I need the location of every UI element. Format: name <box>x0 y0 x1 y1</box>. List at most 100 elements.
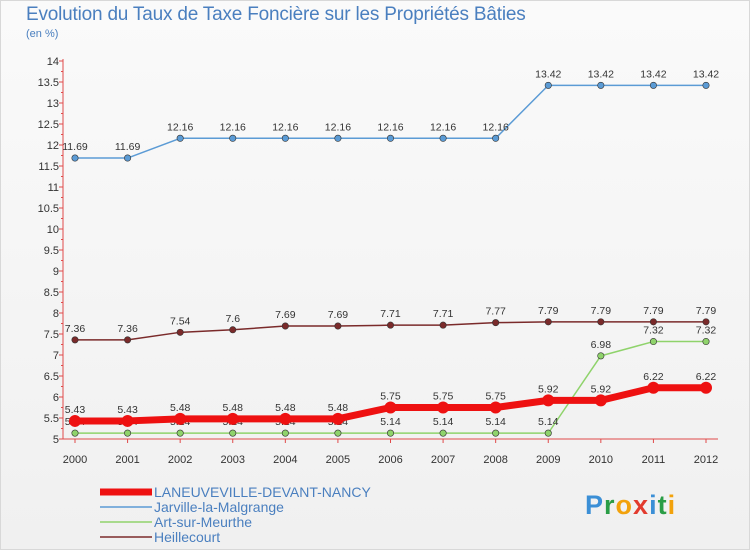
data-point <box>334 134 342 142</box>
data-label: 5.92 <box>591 383 612 395</box>
logo-letter: i <box>649 490 658 520</box>
legend-item: LANEUVEVILLE-DEVANT-NANCY <box>100 484 371 500</box>
x-tick-label: 2012 <box>694 454 718 466</box>
legend-item: Art-sur-Meurthe <box>100 514 252 530</box>
legend-label: Jarville-la-Malgrange <box>154 499 284 515</box>
y-tick-label: 5 <box>53 434 59 446</box>
y-tick-label: 8 <box>53 308 59 320</box>
data-label: 5.92 <box>538 383 559 395</box>
data-label: 5.14 <box>380 416 401 428</box>
series-jarville-la-malgrange: 11.69 11.69 12.16 12.16 12.16 12.16 12.16 12.16… <box>62 68 719 162</box>
data-point <box>229 326 237 334</box>
data-label: 7.77 <box>485 306 506 318</box>
logo-letter: t <box>657 490 668 520</box>
x-tick-label: 2006 <box>378 454 402 466</box>
legend-item: Heillecourt <box>100 529 220 545</box>
data-point <box>597 352 605 360</box>
y-tick-label: 7 <box>53 350 59 362</box>
data-label: 6.98 <box>591 339 612 351</box>
x-tick-label: 2001 <box>115 454 139 466</box>
logo-letter: o <box>615 490 634 520</box>
x-tick-label: 2011 <box>642 454 666 466</box>
axes: 5 5.5 6 6.5 7 7.5 8 8.5 9 9.5 10 10.5 11 11.5 12 12.5 13… <box>38 56 719 466</box>
series-laneuveville-devant-nancy: 5.43 5.43 5.48 5.48 5.48 5.48 5.75 5.75 5.75 5.92… <box>65 371 716 427</box>
data-point <box>281 429 289 437</box>
y-unit-label: (en %) <box>26 28 59 40</box>
data-point <box>439 321 447 329</box>
data-label: 5.75 <box>433 391 454 403</box>
data-point <box>702 318 710 326</box>
data-point <box>124 154 132 162</box>
legend-label: LANEUVEVILLE-DEVANT-NANCY <box>154 484 371 500</box>
y-tick-label: 12 <box>47 140 59 152</box>
data-point <box>702 81 710 89</box>
data-point <box>176 429 184 437</box>
legend-item: Jarville-la-Malgrange <box>100 499 284 515</box>
data-label: 7.32 <box>643 325 664 337</box>
logo-letter: P <box>585 490 605 520</box>
x-tick-label: 2007 <box>431 454 455 466</box>
data-point <box>174 412 187 425</box>
data-label: 13.42 <box>640 68 666 80</box>
data-label: 12.16 <box>272 121 298 133</box>
series-group: 11.69 11.69 12.16 12.16 12.16 12.16 12.16 12.16… <box>62 68 719 437</box>
x-tick-label: 2003 <box>221 454 245 466</box>
legend: LANEUVEVILLE-DEVANT-NANCYJarville-la-Mal… <box>100 484 371 545</box>
data-point <box>124 429 132 437</box>
data-label: 7.71 <box>433 308 454 320</box>
y-tick-label: 8.5 <box>44 287 59 299</box>
y-tick-label: 10 <box>47 224 59 236</box>
data-label: 12.16 <box>325 121 351 133</box>
data-point <box>71 154 79 162</box>
data-point <box>489 401 502 414</box>
y-tick-label: 11.5 <box>38 161 59 173</box>
data-point <box>700 381 712 394</box>
y-tick-label: 7.5 <box>44 329 59 341</box>
data-point <box>439 134 447 142</box>
data-point <box>334 429 342 437</box>
data-point <box>386 134 394 142</box>
y-tick-label: 9.5 <box>44 245 59 257</box>
data-label: 12.16 <box>483 121 509 133</box>
y-tick-label: 13.5 <box>38 77 59 89</box>
data-point <box>647 381 660 394</box>
data-label: 11.69 <box>115 141 141 153</box>
data-point <box>492 319 500 327</box>
data-label: 12.16 <box>430 121 456 133</box>
data-label: 5.14 <box>485 416 506 428</box>
data-label: 11.69 <box>62 141 88 153</box>
logo-letter: i <box>667 490 677 520</box>
y-tick-label: 12.5 <box>38 119 59 131</box>
data-label: 5.48 <box>328 402 349 414</box>
data-point <box>544 429 552 437</box>
data-label: 5.75 <box>380 391 401 403</box>
y-tick-label: 9 <box>53 266 59 278</box>
data-label: 7.36 <box>117 323 138 335</box>
data-label: 13.42 <box>588 68 614 80</box>
data-point <box>124 336 132 344</box>
data-label: 6.22 <box>643 371 664 383</box>
logo-letter: r <box>604 490 616 520</box>
data-point <box>281 134 289 142</box>
proxiti-logo: Proxiti <box>585 490 676 521</box>
y-tick-label: 5.5 <box>44 413 59 425</box>
data-label: 12.16 <box>167 121 193 133</box>
x-tick-label: 2002 <box>168 454 192 466</box>
x-tick-label: 2005 <box>326 454 350 466</box>
x-tick-label: 2010 <box>589 454 613 466</box>
data-label: 7.54 <box>170 315 191 327</box>
y-tick-label: 13 <box>47 98 59 110</box>
data-point <box>649 318 657 326</box>
data-point <box>649 338 657 346</box>
data-point <box>229 134 237 142</box>
data-point <box>334 322 342 330</box>
data-point <box>597 81 605 89</box>
data-label: 7.69 <box>328 309 349 321</box>
data-point <box>702 338 710 346</box>
data-point <box>439 429 447 437</box>
data-label: 5.43 <box>65 404 86 416</box>
logo-letter: x <box>633 490 650 520</box>
y-tick-label: 11 <box>48 182 59 194</box>
data-label: 13.42 <box>535 68 561 80</box>
